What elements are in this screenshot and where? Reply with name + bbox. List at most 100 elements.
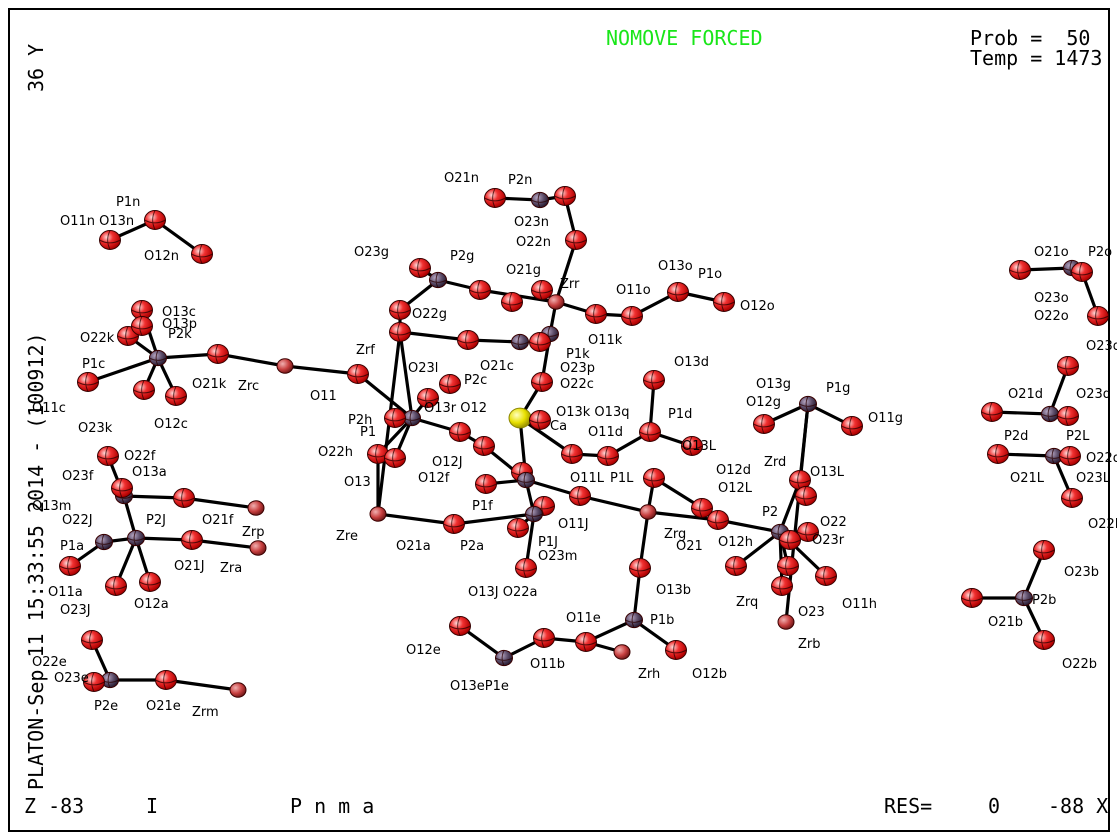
atom-label-104: O13b bbox=[656, 583, 691, 598]
atom-P1c bbox=[77, 372, 99, 392]
atom-O22b bbox=[1033, 630, 1055, 650]
atom-label-90: P1f bbox=[472, 499, 493, 514]
bond-P2k-P1c bbox=[86, 356, 160, 384]
probability-readout: Prob = 50 bbox=[970, 26, 1091, 50]
atom-O22g2 bbox=[389, 322, 411, 342]
atom-label-68: Zrp bbox=[242, 525, 265, 540]
atom-label-79: Zrm bbox=[192, 705, 219, 720]
atom-label-12: P1o bbox=[698, 267, 722, 282]
atom-label-33: Zrc bbox=[238, 379, 259, 394]
atom-label-24: O22g bbox=[412, 307, 447, 322]
atom-P1 bbox=[384, 408, 406, 428]
atom-O11g bbox=[841, 416, 863, 436]
atom-label-43: P1d bbox=[668, 407, 692, 422]
atom-label-93: O21 bbox=[676, 539, 703, 554]
atom-label-76: O23e bbox=[54, 671, 89, 686]
atom-label-80: O22h bbox=[318, 445, 353, 460]
atom-O12b bbox=[665, 640, 687, 660]
atom-label-83: O12f bbox=[418, 471, 450, 486]
atom-O11h bbox=[815, 566, 837, 586]
mode-status: NOMOVE FORCED bbox=[606, 26, 763, 50]
atom-O23o bbox=[1071, 262, 1093, 282]
atom-label-109: O23b bbox=[1064, 565, 1099, 580]
atom-Zrd bbox=[789, 470, 811, 490]
atom-P2h bbox=[403, 409, 421, 427]
atom-label-103: O13J O22a bbox=[468, 585, 537, 600]
atom-O12h bbox=[725, 556, 747, 576]
bond-O21f-Zrp bbox=[182, 496, 258, 510]
atom-O13p bbox=[131, 316, 153, 336]
atom-label-84: O11L bbox=[570, 471, 605, 486]
atom-label-108: Zrb bbox=[798, 637, 821, 652]
atom-label-44: O11d bbox=[588, 425, 623, 440]
atom-O11b bbox=[533, 628, 555, 648]
atom-label-113: O11e bbox=[566, 611, 601, 626]
atom-label-40: P1 bbox=[360, 425, 376, 440]
atom-label-105: Zrq bbox=[736, 595, 758, 610]
atom-label-20: O13c bbox=[162, 305, 196, 320]
atom-O22g bbox=[389, 300, 411, 320]
atom-O11n bbox=[99, 230, 121, 250]
atom-label-85: P1L bbox=[610, 471, 634, 486]
atom-O23p bbox=[529, 332, 551, 352]
atom-label-65: O22J bbox=[62, 513, 93, 528]
footer-z-coordinate: Z -83 bbox=[24, 794, 85, 818]
atom-label-111: O21b bbox=[988, 615, 1023, 630]
atom-label-75: O22e bbox=[32, 655, 67, 670]
atom-O12e bbox=[449, 616, 471, 636]
atom-label-81: O13 bbox=[344, 475, 371, 490]
atom-label-41: O13k O13q bbox=[556, 405, 629, 420]
atom-label-7: O23g bbox=[354, 245, 389, 260]
atom-P1l bbox=[643, 468, 665, 488]
atom-O21 bbox=[707, 510, 729, 530]
atom-label-26: P1k bbox=[566, 347, 590, 362]
atom-O11d2 bbox=[597, 446, 619, 466]
atom-label-116: O11b bbox=[530, 657, 565, 672]
atom-label-63: O23f bbox=[62, 469, 94, 484]
atom-Zrb bbox=[777, 614, 795, 630]
atom-Zrh bbox=[613, 644, 631, 660]
atom-label-50: O21d bbox=[1008, 387, 1043, 402]
atom-O23r bbox=[779, 530, 801, 550]
atom-O13r bbox=[417, 388, 439, 408]
atom-Zre bbox=[369, 506, 387, 522]
atom-label-117: Zrh bbox=[638, 667, 660, 682]
atom-O12c bbox=[165, 386, 187, 406]
atom-O23q bbox=[1057, 406, 1079, 426]
atom-label-8: P2g bbox=[450, 249, 474, 264]
atom-label-30: O13d bbox=[674, 355, 709, 370]
atom-label-112: O22b bbox=[1062, 657, 1097, 672]
atom-label-97: O23r bbox=[812, 533, 845, 548]
atom-O21d bbox=[981, 402, 1003, 422]
atom-O21e bbox=[155, 670, 177, 690]
atom-label-96: O22 bbox=[820, 515, 847, 530]
atom-label-115: O12e bbox=[406, 643, 441, 658]
atom-O12o bbox=[713, 292, 735, 312]
atom-label-69: P1a bbox=[60, 539, 84, 554]
atom-O13b bbox=[629, 558, 651, 578]
atom-O1f bbox=[475, 474, 497, 494]
atom-O23b bbox=[1033, 540, 1055, 560]
atom-O11a bbox=[59, 556, 81, 576]
atom-label-16: P2o bbox=[1088, 245, 1112, 260]
atom-label-73: O12a bbox=[134, 597, 169, 612]
atom-label-11: O13o bbox=[658, 259, 693, 274]
atom-P1d bbox=[643, 370, 665, 390]
atom-label-61: O22f bbox=[124, 449, 156, 464]
atom-label-9: O21g bbox=[506, 263, 541, 278]
atom-P2k bbox=[149, 349, 167, 367]
atom-O23m bbox=[507, 518, 529, 538]
atom-O13k bbox=[529, 410, 551, 430]
atom-label-48: P1g bbox=[826, 381, 850, 396]
atom-label-49: O11g bbox=[868, 411, 903, 426]
atom-O13d2 bbox=[639, 422, 661, 442]
atom-P1g bbox=[799, 395, 817, 413]
atom-Zrq bbox=[771, 576, 793, 596]
atom-O22o bbox=[1087, 306, 1109, 326]
bond-Zrf-P2h bbox=[356, 372, 414, 420]
atom-O22c bbox=[531, 372, 553, 392]
atom-O11L bbox=[569, 486, 591, 506]
atom-O23d bbox=[1057, 356, 1079, 376]
bond-P2a-Zre bbox=[376, 512, 456, 526]
atom-O22n bbox=[565, 230, 587, 250]
